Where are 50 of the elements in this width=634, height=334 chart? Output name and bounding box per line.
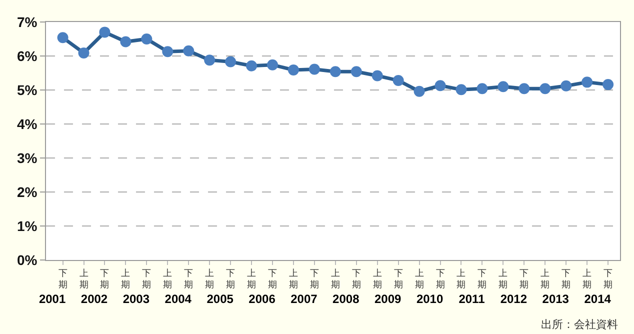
- x2-tick-label: 2012: [500, 292, 528, 306]
- y-tick-label: 2%: [16, 184, 38, 200]
- x2-tick-label: 2006: [248, 292, 276, 306]
- x2-tick-label: 2009: [374, 292, 402, 306]
- x-tick-label: 下期: [184, 268, 194, 290]
- y-tick-label: 3%: [16, 150, 38, 166]
- x-tick-label: 下期: [520, 268, 529, 290]
- x-tick-label: 下期: [226, 268, 236, 290]
- x-tick-label: 上期: [372, 268, 382, 290]
- x2-tick-label: 2011: [458, 292, 486, 306]
- x-tick-label: 上期: [498, 268, 508, 290]
- x-tick-label: 下期: [436, 268, 445, 290]
- text: 出所：会社資料: [541, 318, 618, 331]
- y-tick-label: 7%: [16, 14, 38, 30]
- x2-tick-label: 2010: [416, 292, 444, 306]
- x-tick-label: 上期: [79, 268, 88, 290]
- x-tick-label: 下期: [562, 268, 571, 290]
- x-tick-label: 上期: [288, 268, 298, 290]
- x-tick-label: 下期: [142, 268, 152, 290]
- y-tick-label: 1%: [16, 218, 38, 234]
- x-tick-label: 下期: [310, 268, 319, 290]
- x-tick-label: 上期: [414, 268, 424, 290]
- x-tick-label: 下期: [478, 268, 487, 290]
- x-tick-label: 上期: [456, 268, 466, 290]
- x2-tick-label: 2014: [584, 292, 612, 306]
- x-tick-label: 上期: [330, 268, 340, 290]
- x-tick-label: 上期: [540, 268, 550, 290]
- x-tick-label: 下期: [604, 268, 613, 290]
- x2-tick-label: 2005: [206, 292, 234, 306]
- x-tick-label: 下期: [58, 268, 68, 290]
- x-tick-label: 下期: [394, 268, 403, 290]
- x-tick-label: 上期: [163, 268, 172, 290]
- x-tick-label: 上期: [582, 268, 592, 290]
- y-tick-label: 0%: [16, 252, 38, 268]
- x2-tick-label: 2013: [542, 292, 570, 306]
- x-tick-label: 下期: [352, 268, 361, 290]
- x-tick-label: 下期: [268, 268, 277, 290]
- x-tick-label: 上期: [121, 268, 130, 290]
- x2-tick-label: 2008: [332, 292, 360, 306]
- y-tick-label: 5%: [16, 82, 38, 98]
- x-tick-label: 下期: [100, 268, 110, 290]
- x2-tick-label: 2002: [80, 292, 108, 306]
- y-tick-label: 6%: [16, 48, 38, 64]
- x-tick-label: 上期: [247, 268, 256, 290]
- y-tick-label: 4%: [16, 116, 38, 132]
- x2-tick-label: 2003: [122, 292, 150, 306]
- x-tick-label: 上期: [205, 268, 214, 290]
- x2-tick-label: 2004: [164, 292, 192, 306]
- x2-tick-label: 2001: [38, 292, 66, 306]
- x2-tick-label: 2007: [290, 292, 318, 306]
